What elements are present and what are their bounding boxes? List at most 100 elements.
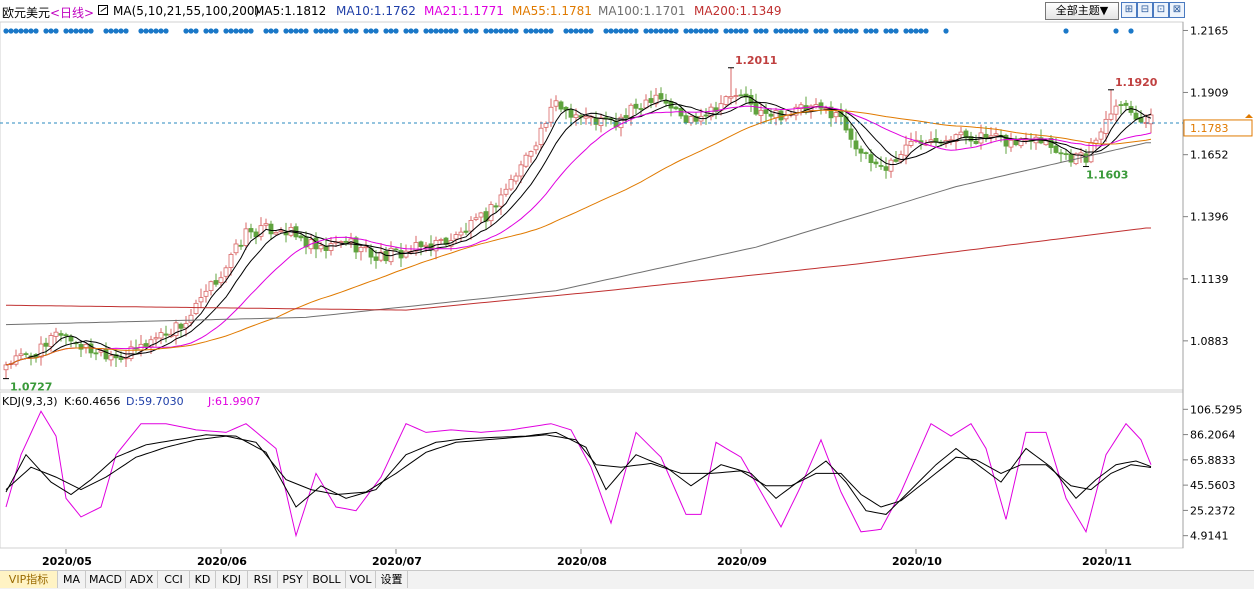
signal-dot — [508, 28, 514, 34]
signal-dot — [428, 28, 434, 34]
ma10-value: MA10:1.1762 — [336, 4, 416, 18]
close-panel-icon[interactable]: ⊠ — [1169, 2, 1185, 18]
indicator-tab-psy[interactable]: PSY — [278, 571, 308, 588]
candle-body — [498, 194, 504, 207]
price-tick-label: 1.1652 — [1190, 149, 1229, 162]
candle-body — [713, 107, 719, 112]
date-tick-label: 2020/06 — [197, 555, 247, 568]
candle-body — [453, 234, 459, 240]
signal-dot — [633, 28, 639, 34]
signal-dot — [48, 28, 54, 34]
candle-body — [218, 277, 224, 284]
candle-body — [463, 230, 469, 233]
indicator-tab-vol[interactable]: VOL — [346, 571, 376, 588]
candle-body — [188, 314, 194, 323]
candle-body — [18, 353, 24, 356]
date-tick-label: 2020/08 — [557, 555, 607, 568]
signal-dot — [408, 28, 414, 34]
signal-dot — [213, 28, 219, 34]
ma5-line — [5, 95, 1152, 366]
indicator-tab-adx[interactable]: ADX — [126, 571, 158, 588]
candle-body — [738, 94, 744, 97]
candle-body — [93, 352, 99, 355]
indicator-tab-kd[interactable]: KD — [190, 571, 216, 588]
signal-dot — [433, 28, 439, 34]
kdj-tick-label: 4.9141 — [1190, 530, 1229, 543]
signal-dot — [693, 28, 699, 34]
candle-body — [878, 165, 884, 167]
candle-body — [1008, 139, 1014, 148]
signal-dot — [743, 28, 749, 34]
kdj-tick-label: 106.5295 — [1190, 403, 1243, 416]
candle-body — [313, 237, 319, 250]
signal-dot — [688, 28, 694, 34]
candle-body — [1078, 152, 1084, 156]
collapse-icon[interactable]: ⊟ — [1137, 2, 1153, 18]
signal-dot — [118, 28, 124, 34]
indicator-tab-macd[interactable]: MACD — [86, 571, 126, 588]
candle-body — [533, 145, 539, 151]
candle-body — [213, 280, 219, 285]
signal-dot — [368, 28, 374, 34]
signal-dot — [148, 28, 154, 34]
signal-dot — [283, 28, 289, 34]
candle-body — [778, 110, 784, 121]
indicator-tab-cci[interactable]: CCI — [158, 571, 190, 588]
signal-dot — [73, 28, 79, 34]
candle-body — [628, 104, 634, 119]
candle-body — [208, 281, 214, 291]
signal-dot — [628, 28, 634, 34]
candle-body — [1093, 139, 1099, 144]
indicator-tab-ma[interactable]: MA — [58, 571, 86, 588]
candle-body — [623, 115, 629, 119]
candle-body — [1058, 152, 1064, 155]
signal-dot — [578, 28, 584, 34]
candle-body — [43, 342, 49, 347]
candlestick-chart[interactable]: 1.2165 1.1909 1.1652 1.1396 1.1139 1.0883 1.17… — [0, 0, 1254, 570]
all-themes-dropdown[interactable]: 全部主题▼ — [1045, 2, 1119, 20]
signal-dot — [873, 28, 879, 34]
signal-dot — [313, 28, 319, 34]
kdj-tick-label: 25.2372 — [1190, 504, 1236, 517]
candle-body — [53, 331, 59, 337]
signal-dot — [568, 28, 574, 34]
signal-dot — [853, 28, 859, 34]
candle-body — [748, 94, 754, 105]
candle-body — [153, 337, 159, 340]
candle-body — [488, 204, 494, 222]
candle-body — [183, 323, 189, 329]
signal-dot — [468, 28, 474, 34]
expand-icon[interactable]: ⊞ — [1121, 2, 1137, 18]
indicator-tab-kdj[interactable]: KDJ — [216, 571, 248, 588]
signal-dot — [728, 28, 734, 34]
period-selector[interactable]: <日线> — [50, 6, 95, 20]
signal-dot — [373, 28, 379, 34]
kdj-legend-2: J:61.9907 — [207, 395, 260, 408]
candle-body — [348, 238, 354, 244]
candle-body — [1053, 145, 1059, 153]
candle-body — [78, 344, 84, 350]
kdj-legend-1: D:59.7030 — [126, 395, 184, 408]
indicator-tab-boll[interactable]: BOLL — [308, 571, 346, 588]
indicator-tab-rsi[interactable]: RSI — [248, 571, 278, 588]
signal-dot — [163, 28, 169, 34]
signal-dot — [683, 28, 689, 34]
signal-dot — [78, 28, 84, 34]
chart-header: 欧元美元 <日线> MA(5,10,21,55,100,200) MA5:1.1… — [0, 0, 1254, 22]
candles-group — [3, 67, 1154, 379]
window-icon[interactable]: ⊡ — [1153, 2, 1169, 18]
signal-dot — [138, 28, 144, 34]
kdj-legend-0: K:60.4656 — [64, 395, 120, 408]
signal-dot — [153, 28, 159, 34]
ma-toggle-icon[interactable] — [98, 5, 108, 15]
indicator-tab-vip指标[interactable]: VIP指标 — [0, 571, 58, 588]
current-price-label: 1.1783 — [1190, 122, 1229, 135]
candle-body — [828, 106, 834, 119]
candle-body — [548, 106, 554, 123]
current-price-arrow-icon — [1245, 113, 1253, 118]
indicator-tab-设置[interactable]: 设置 — [376, 571, 408, 588]
signal-dot — [238, 28, 244, 34]
candle-body — [703, 114, 709, 117]
candle-body — [558, 101, 564, 110]
signal-dot — [733, 28, 739, 34]
